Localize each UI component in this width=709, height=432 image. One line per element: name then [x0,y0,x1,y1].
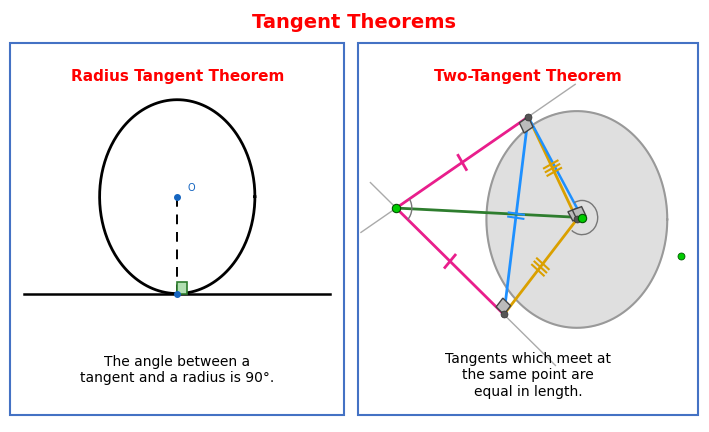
Text: Radius Tangent Theorem: Radius Tangent Theorem [71,69,284,84]
Polygon shape [520,117,533,133]
Bar [177,282,187,294]
Polygon shape [568,208,582,221]
Polygon shape [572,206,586,219]
Text: Tangents which meet at
the same point are
equal in length.: Tangents which meet at the same point ar… [445,352,611,399]
Polygon shape [496,298,510,314]
FancyBboxPatch shape [358,43,698,415]
Polygon shape [486,111,667,328]
Text: Two-Tangent Theorem: Two-Tangent Theorem [435,69,622,84]
Text: The angle between a
tangent and a radius is 90°.: The angle between a tangent and a radius… [80,355,274,385]
Text: Tangent Theorems: Tangent Theorems [252,13,457,32]
Text: O: O [187,183,195,193]
FancyBboxPatch shape [11,43,344,415]
